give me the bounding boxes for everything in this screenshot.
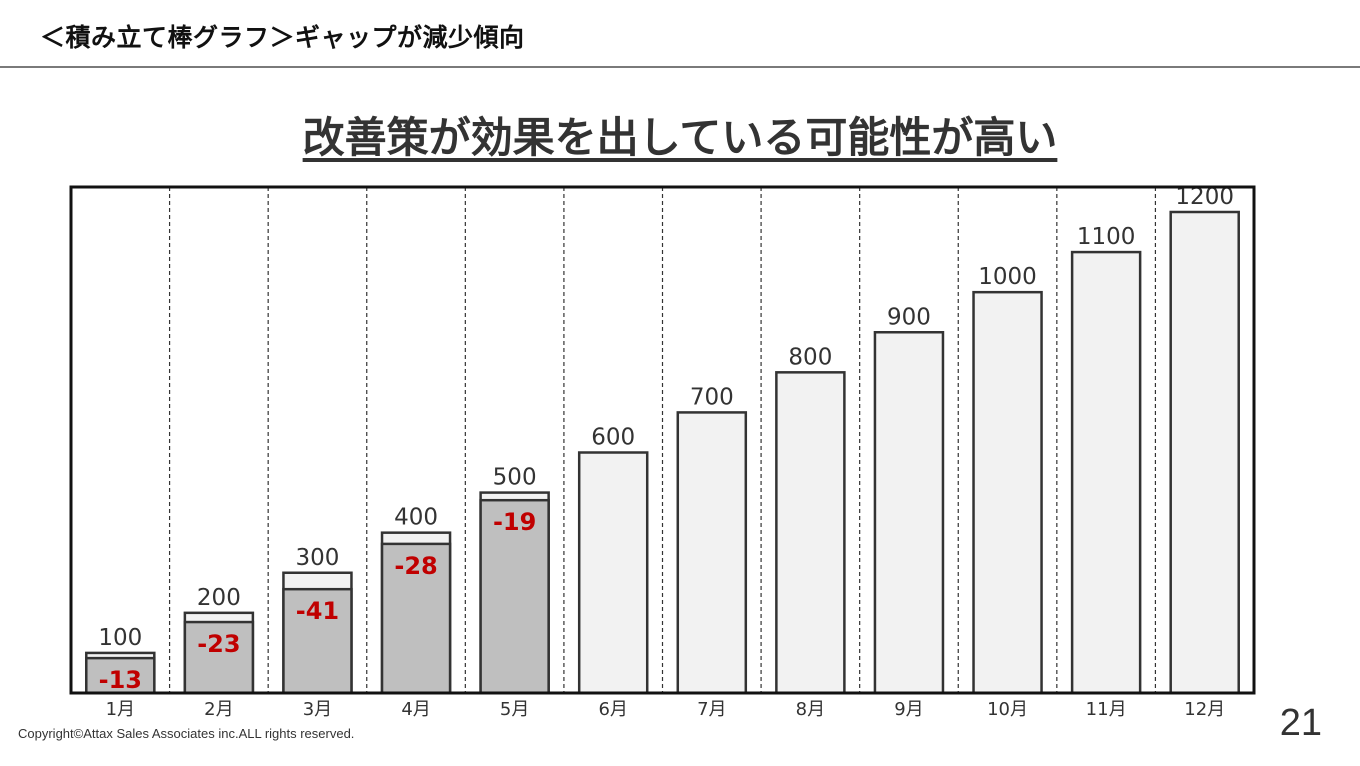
bar-actual	[380, 542, 452, 695]
bar-target	[873, 331, 945, 695]
x-tick-label: 2月	[204, 699, 233, 720]
value-label: 1100	[1077, 224, 1136, 250]
value-label: 400	[394, 505, 438, 531]
value-label: 600	[591, 425, 635, 451]
header-divider	[0, 66, 1360, 68]
x-tick-label: 11月	[1086, 699, 1127, 720]
x-tick-label: 9月	[894, 699, 923, 720]
bars-layer	[85, 210, 1240, 695]
bar-target	[1070, 250, 1142, 695]
x-tick-label: 8月	[796, 699, 825, 720]
x-tick-label: 6月	[598, 699, 627, 720]
bar-target	[775, 371, 846, 695]
labels-layer: -13 100 1月 -23 200 2月 -41 300 3月 -28 400 4月 -19 500 5月…	[98, 184, 1234, 720]
x-tick-label: 3月	[303, 699, 332, 720]
plot-frame	[69, 185, 1256, 695]
x-tick-label: 12月	[1184, 699, 1225, 720]
header-title: ＜積み立て棒グラフ＞ギャップが減少傾向	[40, 23, 525, 52]
value-label: 200	[197, 585, 241, 611]
bar-target	[577, 451, 649, 695]
value-label: 800	[788, 344, 832, 370]
bar-target	[1169, 210, 1240, 695]
gap-label: -41	[296, 597, 339, 625]
x-tick-label: 5月	[500, 699, 529, 720]
grid-layer	[168, 187, 1157, 693]
value-label: 700	[690, 384, 734, 410]
page-number: 21	[1279, 702, 1322, 744]
value-label: 1000	[978, 264, 1037, 290]
bar-actual	[85, 656, 156, 695]
bar-target	[972, 290, 1043, 695]
copyright-text: Copyright©Attax Sales Associates inc.ALL…	[18, 726, 355, 741]
gap-label: -23	[197, 630, 240, 658]
gap-label: -19	[493, 508, 536, 536]
gap-label: -13	[99, 666, 142, 694]
x-tick-label: 7月	[697, 699, 726, 720]
x-tick-label: 4月	[401, 699, 430, 720]
value-label: 500	[493, 465, 537, 491]
value-label: 900	[887, 304, 931, 330]
bar-actual	[183, 620, 255, 695]
bar-target	[676, 411, 748, 695]
bar-actual	[282, 587, 353, 695]
x-tick-label: 1月	[106, 699, 135, 720]
bar-actual	[479, 498, 550, 695]
value-label: 300	[296, 545, 340, 571]
value-label: 100	[98, 625, 142, 651]
x-tick-label: 10月	[987, 699, 1028, 720]
slide-title: 改善策が効果を出している可能性が高い	[302, 113, 1058, 162]
gap-label: -28	[394, 552, 437, 580]
